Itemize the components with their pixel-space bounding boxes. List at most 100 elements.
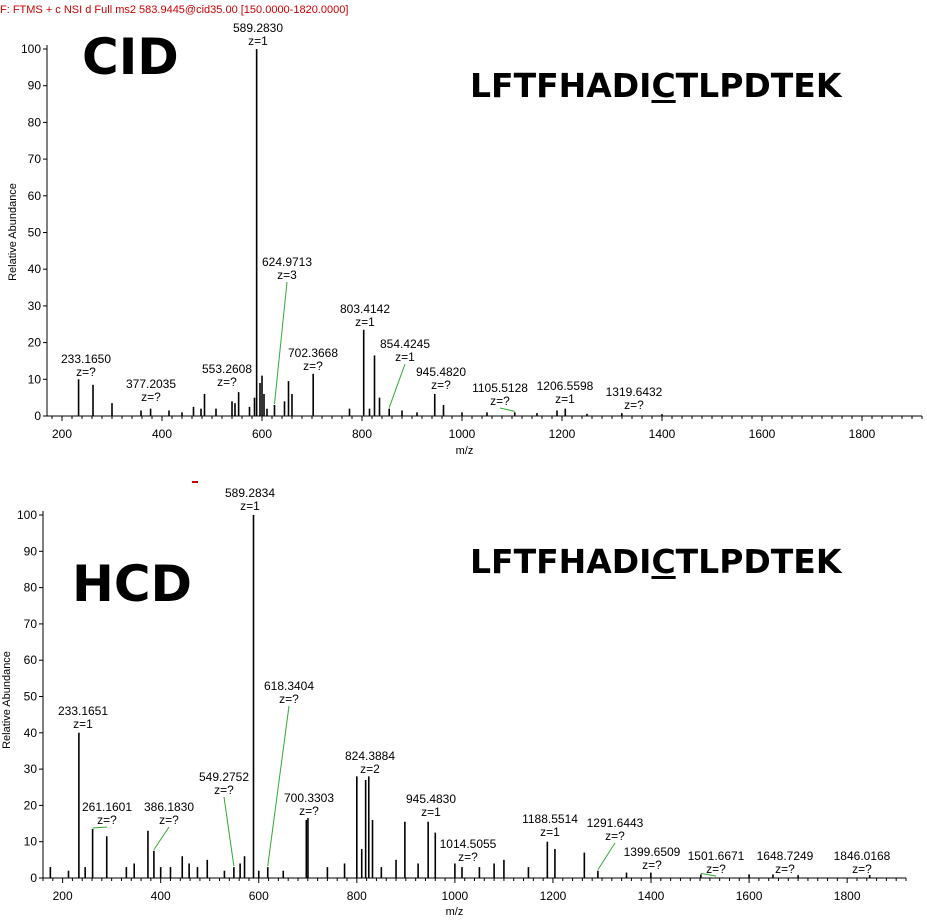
cid-peak-label: 854.4245	[380, 337, 430, 351]
hcd-peak-label: 1501.6671	[688, 849, 745, 863]
hcd-peak-label: 589.2834	[225, 486, 275, 500]
hcd-y-tick-label: 0	[30, 871, 37, 885]
cid-y-tick-label: 60	[28, 189, 42, 203]
hcd-peak-leader	[223, 796, 235, 867]
hcd-x-tick-label: 1200	[540, 889, 567, 903]
hcd-peptide-sequence: LFTFHADICTLPDTEK	[470, 542, 841, 581]
hcd-peak-label: 700.3303	[284, 791, 334, 805]
hcd-peak-leader	[597, 842, 616, 871]
cid-peak-label: 1206.5598	[537, 379, 594, 393]
cid-peak-label: 377.2035	[126, 377, 176, 391]
hcd-peak-charge: z=?	[214, 783, 234, 797]
cid-peak-label: 1319.6432	[606, 385, 663, 399]
hcd-peak-charge: z=?	[299, 804, 319, 818]
hcd-peak-charge: z=?	[279, 692, 299, 706]
cid-sequence-modified-residue: C	[651, 66, 676, 105]
hcd-x-tick-label: 1000	[442, 889, 469, 903]
cid-peak-label: 702.3668	[288, 346, 338, 360]
hcd-y-tick-label: 10	[24, 835, 38, 849]
cid-peak-charge: z=3	[277, 268, 297, 282]
cid-x-tick-label: 1000	[449, 427, 476, 441]
hcd-sequence-modified-residue: C	[651, 542, 676, 581]
hcd-peak-charge: z=2	[360, 762, 380, 776]
hcd-peak-charge: z=?	[706, 862, 726, 876]
cid-sequence-part-1: LFTFHADI	[470, 66, 652, 105]
hcd-peak-charge: z=?	[642, 858, 662, 872]
cid-peak-charge: z=1	[355, 315, 375, 329]
hcd-y-tick-label: 20	[24, 798, 38, 812]
hcd-peak-label: 261.1601	[82, 800, 132, 814]
hcd-x-tick-label: 600	[249, 889, 269, 903]
cid-x-tick-label: 400	[152, 427, 172, 441]
header-mark	[192, 481, 198, 483]
cid-x-tick-label: 1400	[649, 427, 676, 441]
cid-peak-label: 624.9713	[262, 255, 312, 269]
hcd-peak-charge: z=1	[421, 805, 441, 819]
cid-y-tick-label: 90	[28, 79, 42, 93]
hcd-title: HCD	[72, 555, 193, 613]
hcd-x-tick-label: 1600	[736, 889, 763, 903]
hcd-peak-label: 1846.0168	[834, 849, 891, 863]
cid-peak-charge: z=?	[76, 365, 96, 379]
hcd-y-tick-label: 90	[24, 544, 38, 558]
hcd-peak-label: 1188.5514	[522, 812, 578, 826]
cid-y-tick-label: 40	[28, 262, 42, 276]
cid-peak-label: 589.2830	[233, 21, 283, 35]
cid-peak-charge: z=?	[303, 359, 323, 373]
hcd-y-tick-label: 30	[24, 762, 38, 776]
cid-peak-leader	[499, 407, 515, 412]
cid-x-tick-label: 1600	[749, 427, 776, 441]
hcd-peak-leader	[153, 826, 170, 851]
hcd-peak-label: 1648.7249	[757, 849, 814, 863]
cid-peak-leader	[388, 363, 406, 408]
cid-peak-leader	[273, 281, 288, 405]
hcd-x-tick-label: 1400	[638, 889, 665, 903]
hcd-peak-label: 945.4830	[406, 792, 456, 806]
cid-peak-charge: z=?	[431, 378, 451, 392]
cid-peak-charge: z=?	[217, 375, 237, 389]
hcd-sequence-part-3: TLPDTEK	[675, 542, 842, 581]
hcd-x-tick-label: 200	[53, 889, 73, 903]
hcd-peak-leader	[700, 872, 717, 877]
hcd-y-axis-title: Relative Abundance	[1, 651, 13, 749]
hcd-y-tick-label: 60	[24, 653, 38, 667]
cid-x-tick-label: 1200	[549, 427, 576, 441]
cid-y-tick-label: 30	[28, 299, 42, 313]
hcd-peak-charge: z=?	[97, 813, 117, 827]
cid-y-tick-label: 0	[34, 409, 41, 423]
hcd-y-tick-label: 40	[24, 726, 38, 740]
cid-peptide-sequence: LFTFHADICTLPDTEK	[470, 66, 841, 105]
hcd-peak-label: 1014.5055	[440, 837, 497, 851]
hcd-peak-charge: z=?	[458, 850, 478, 864]
cid-y-tick-label: 70	[28, 152, 42, 166]
hcd-y-tick-label: 50	[24, 690, 38, 704]
hcd-peak-charge: z=?	[159, 813, 179, 827]
hcd-x-axis-title: m/z	[446, 906, 464, 918]
hcd-peak-label: 1399.6509	[624, 845, 681, 859]
hcd-peak-charge: z=?	[605, 829, 625, 843]
hcd-peak-charge: z=1	[540, 825, 560, 839]
hcd-peak-leader	[267, 705, 290, 867]
cid-title: CID	[82, 28, 179, 86]
cid-y-tick-label: 50	[28, 226, 42, 240]
cid-x-tick-label: 200	[52, 427, 72, 441]
hcd-peak-label: 233.1651	[58, 704, 108, 718]
cid-peak-label: 1105.5128	[472, 381, 528, 395]
cid-x-tick-label: 800	[352, 427, 372, 441]
hcd-peak-charge: z=1	[73, 717, 93, 731]
hcd-peak-label: 386.1830	[144, 800, 194, 814]
hcd-peak-charge: z=?	[775, 862, 795, 876]
hcd-peak-charge: z=?	[852, 862, 872, 876]
hcd-x-tick-label: 400	[151, 889, 171, 903]
cid-x-tick-label: 600	[252, 427, 272, 441]
cid-peak-label: 553.2608	[202, 362, 252, 376]
hcd-peak-label: 549.2752	[199, 770, 249, 784]
hcd-y-tick-label: 80	[24, 581, 38, 595]
hcd-sequence-part-1: LFTFHADI	[470, 542, 652, 581]
cid-y-tick-label: 10	[28, 372, 42, 386]
cid-y-axis-title: Relative Abundance	[7, 183, 19, 281]
cid-x-tick-label: 1800	[849, 427, 876, 441]
cid-peak-label: 803.4142	[340, 302, 390, 316]
hcd-peak-label: 824.3884	[345, 749, 395, 763]
